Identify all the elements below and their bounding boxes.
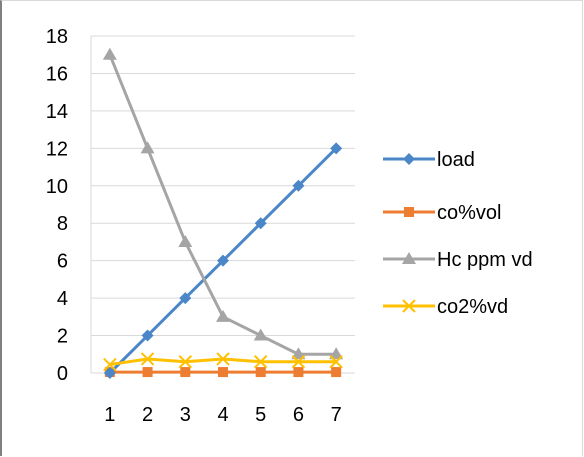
data-point: [218, 367, 228, 378]
legend-item: Hc ppm vd: [383, 249, 533, 271]
legend-item: load: [383, 149, 475, 171]
y-tick-label: 16: [46, 63, 68, 85]
data-point: [102, 47, 117, 60]
data-point: [291, 355, 306, 369]
series-layer: [102, 47, 344, 379]
legend-label: Hc ppm vd: [437, 249, 533, 271]
data-point: [330, 142, 343, 155]
data-point: [140, 141, 155, 154]
x-tick-label: 5: [255, 404, 266, 426]
y-tick-label: 2: [57, 326, 68, 348]
y-axis: 0 2 4 6 8 10 12 14 16 18: [46, 26, 92, 385]
data-point: [254, 355, 268, 369]
x-tick-label: 6: [293, 404, 304, 426]
y-tick-label: 14: [46, 101, 68, 123]
legend-item: co2%vd: [383, 296, 508, 318]
legend-marker: [403, 153, 415, 165]
data-point: [329, 355, 343, 369]
y-tick-label: 0: [57, 363, 68, 385]
y-tick-label: 6: [57, 251, 68, 273]
series-line: [108, 54, 337, 356]
data-point: [253, 328, 268, 341]
series-hc-ppm-vd: [102, 47, 344, 360]
x-tick-label: 4: [217, 404, 228, 426]
legend-marker: [402, 252, 416, 264]
data-point: [140, 352, 155, 366]
data-point: [216, 309, 230, 322]
x-axis: 1 2 3 4 5 6 7: [104, 404, 341, 426]
legend-label: co%vol: [437, 202, 501, 224]
y-tick-label: 4: [57, 288, 68, 310]
x-tick-label: 1: [104, 404, 115, 426]
data-point: [178, 355, 192, 369]
data-point: [141, 329, 154, 342]
legend-marker: [404, 207, 414, 217]
data-point: [103, 367, 116, 379]
legend-item: co%vol: [383, 202, 501, 224]
series-co-vol: [104, 367, 342, 378]
y-tick-label: 8: [57, 213, 68, 235]
y-tick-label: 10: [46, 176, 68, 198]
data-point: [217, 254, 229, 267]
data-point: [180, 367, 191, 378]
x-tick-label: 3: [180, 404, 191, 426]
y-tick-label: 18: [46, 26, 68, 48]
data-point: [179, 292, 192, 305]
gridlines: [91, 35, 355, 374]
data-point: [329, 347, 344, 360]
x-tick-label: 7: [331, 404, 342, 426]
data-point: [142, 367, 153, 378]
series-load: [103, 142, 343, 379]
data-point: [216, 352, 230, 366]
data-point: [293, 367, 304, 378]
data-point: [331, 367, 342, 378]
data-point: [292, 179, 305, 192]
legend-label: co2%vd: [437, 296, 508, 318]
data-point: [254, 217, 267, 230]
data-point: [103, 357, 117, 372]
data-point: [291, 347, 306, 360]
legend-marker: [402, 299, 416, 313]
series-co2-vd: [103, 352, 343, 372]
data-point: [178, 234, 193, 247]
x-tick-label: 2: [142, 404, 153, 426]
legend: load co%vol Hc ppm vd co2%vd: [383, 149, 533, 318]
y-tick-label: 12: [46, 138, 68, 160]
data-point: [255, 367, 266, 378]
legend-label: load: [437, 149, 475, 171]
